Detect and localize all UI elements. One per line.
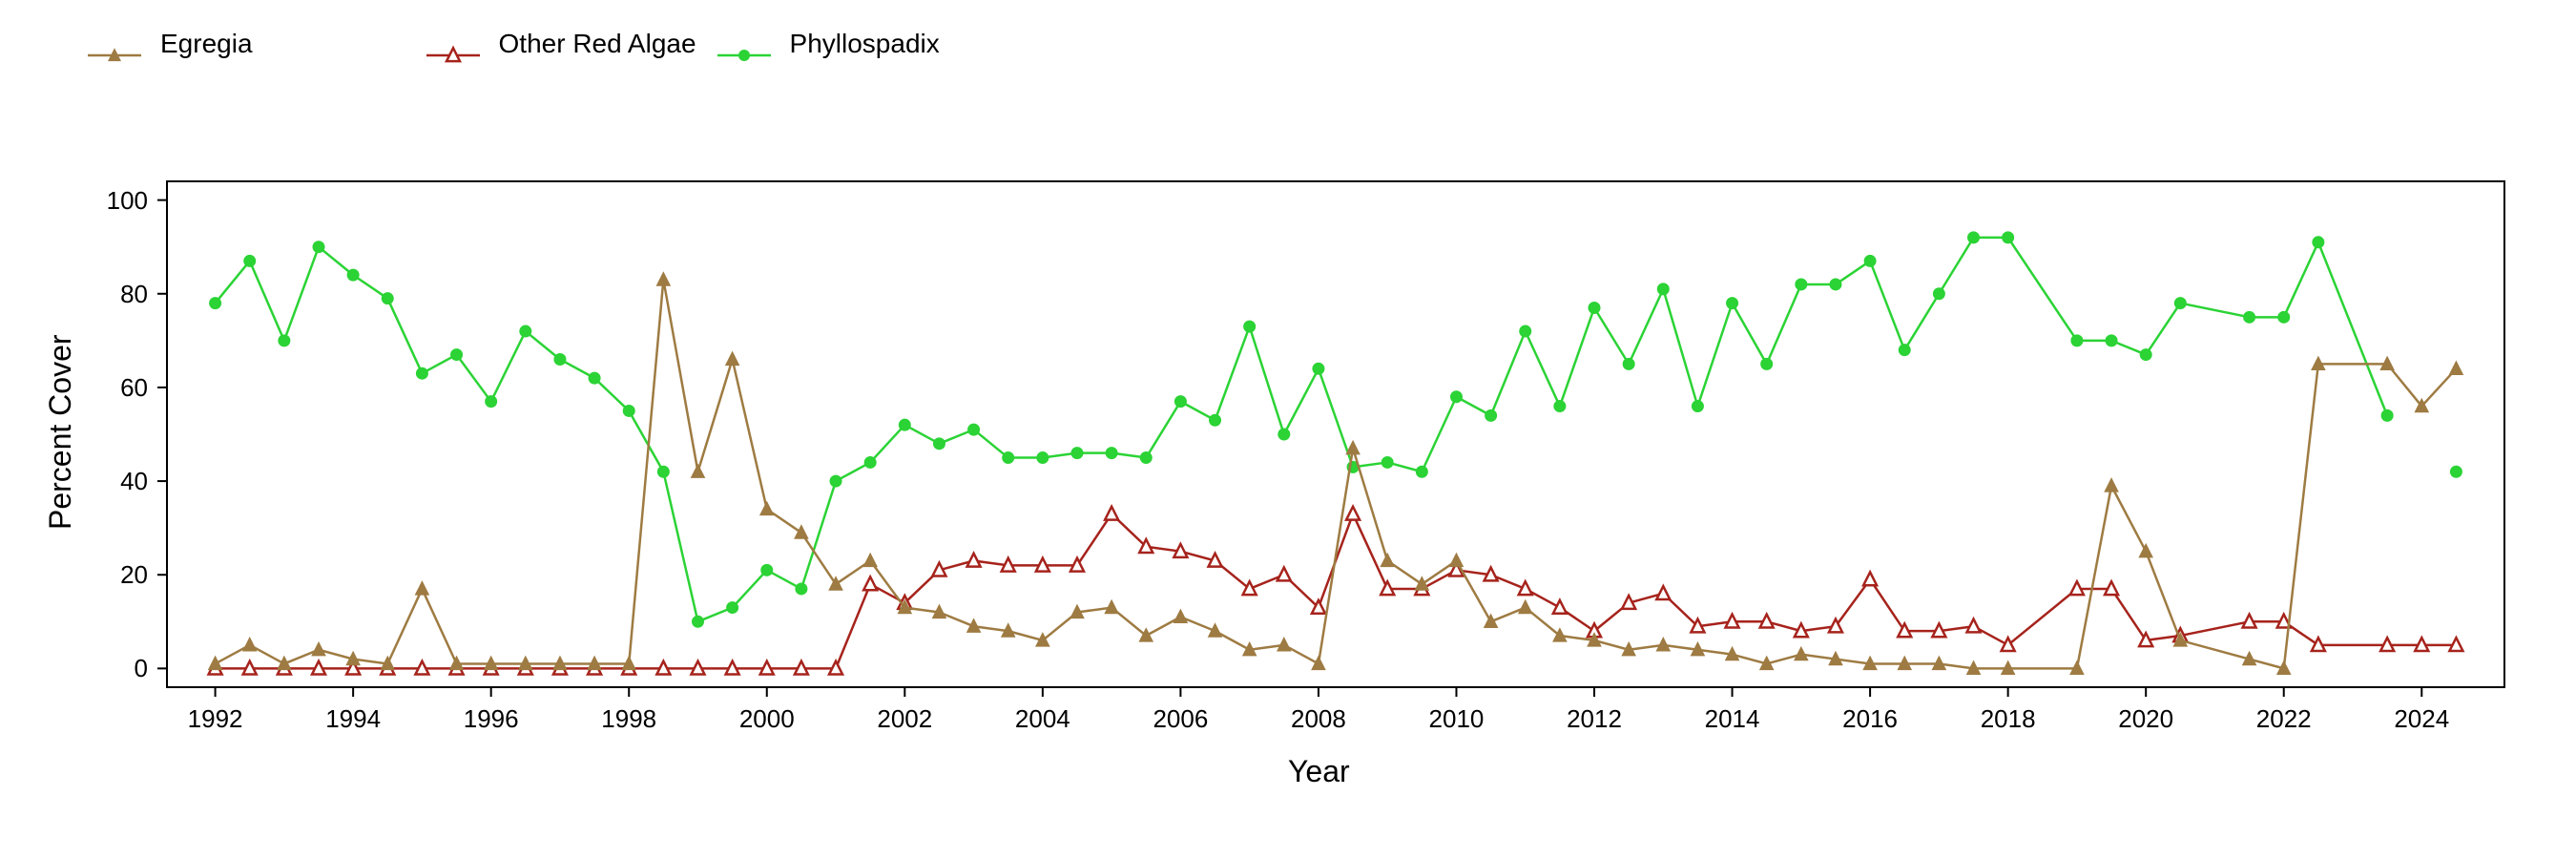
x-tick-label: 2016 <box>1842 704 1898 734</box>
legend-marker-phyllospadix <box>716 43 773 45</box>
x-tick-label: 2012 <box>1567 704 1622 734</box>
legend-marker-other_red <box>425 43 482 45</box>
legend-item-egregia: Egregia <box>86 29 253 59</box>
legend-item-phyllospadix: Phyllospadix <box>716 29 940 59</box>
y-axis-label: Percent Cover <box>43 334 78 530</box>
legend-label: Egregia <box>160 29 253 59</box>
y-tick-label: 80 <box>91 280 148 309</box>
x-tick-label: 1998 <box>601 704 656 734</box>
x-tick-label: 1996 <box>464 704 519 734</box>
x-tick-label: 2018 <box>1981 704 2036 734</box>
legend-label: Other Red Algae <box>499 29 696 59</box>
legend-label: Phyllospadix <box>790 29 940 59</box>
y-tick-label: 40 <box>91 467 148 496</box>
legend: Egregia Other Red Algae Phyllospadix <box>86 29 997 59</box>
x-tick-label: 2022 <box>2256 704 2312 734</box>
y-tick-label: 0 <box>91 654 148 683</box>
x-tick-label: 2008 <box>1291 704 1346 734</box>
x-tick-label: 2020 <box>2118 704 2173 734</box>
y-tick-label: 100 <box>91 186 148 216</box>
x-tick-label: 2010 <box>1429 704 1485 734</box>
x-tick-label: 1992 <box>188 704 243 734</box>
x-tick-label: 1994 <box>325 704 381 734</box>
x-tick-label: 2002 <box>877 704 932 734</box>
x-tick-label: 2004 <box>1015 704 1070 734</box>
y-tick-label: 20 <box>91 560 148 590</box>
legend-item-other_red: Other Red Algae <box>425 29 696 59</box>
chart-container: Egregia Other Red Algae Phyllospadix Perce… <box>0 0 2576 859</box>
x-tick-label: 2024 <box>2394 704 2449 734</box>
x-tick-label: 2014 <box>1705 704 1760 734</box>
x-tick-label: 2006 <box>1153 704 1208 734</box>
plot-area <box>110 162 2562 783</box>
x-tick-label: 2000 <box>739 704 795 734</box>
y-tick-label: 60 <box>91 373 148 403</box>
legend-marker-egregia <box>86 43 143 45</box>
